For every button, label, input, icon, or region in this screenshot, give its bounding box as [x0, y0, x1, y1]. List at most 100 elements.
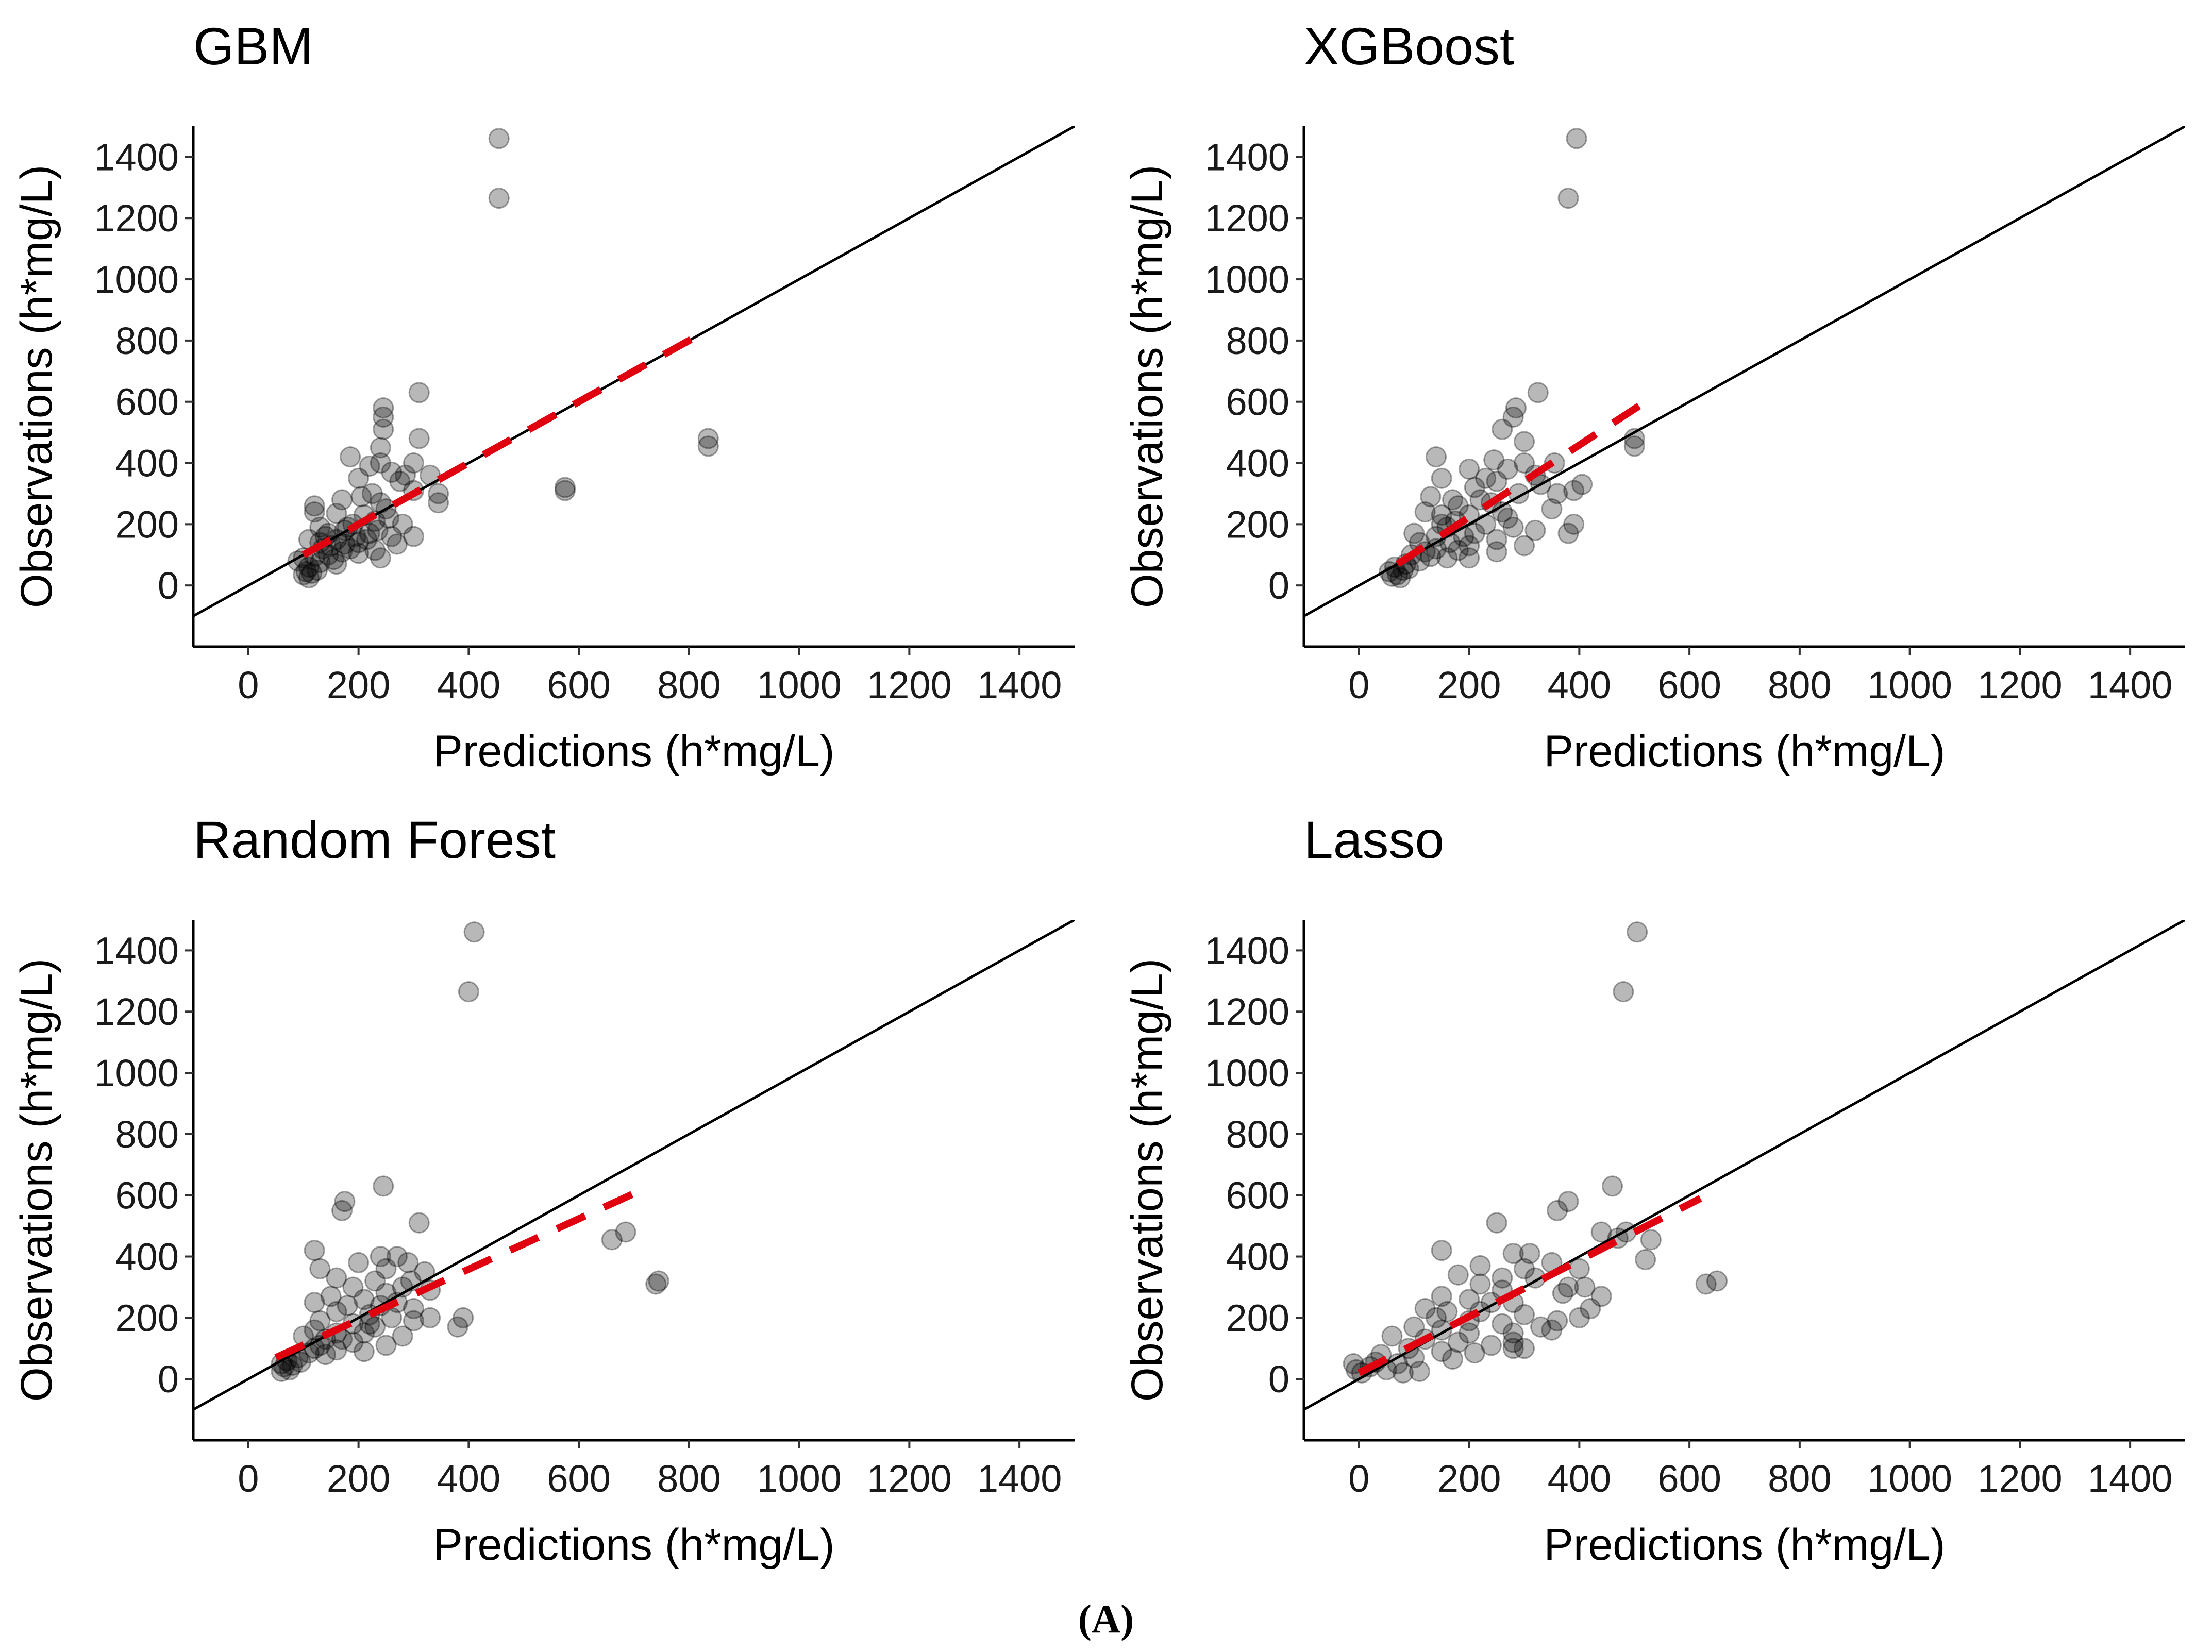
data-point [359, 455, 380, 477]
y-tick-label: 0 [1268, 1358, 1289, 1401]
data-point [1492, 1313, 1513, 1335]
data-point [1392, 1362, 1414, 1384]
data-point [1502, 1243, 1524, 1265]
data-point [428, 483, 449, 504]
chart-title: Random Forest [193, 811, 556, 869]
y-tick-label: 1000 [1204, 258, 1289, 301]
data-point [1420, 486, 1442, 508]
data-point [1566, 128, 1587, 149]
x-axis-label: Predictions (h*mg/L) [1544, 1520, 1945, 1570]
data-point [554, 477, 576, 498]
y-axis-label: Observations (h*mg/L) [12, 165, 61, 608]
data-point [290, 1352, 311, 1373]
data-point [386, 533, 408, 555]
y-tick-label: 0 [158, 564, 179, 607]
data-point [1459, 535, 1480, 557]
plot-marks [193, 126, 1075, 617]
chart-title: GBM [193, 17, 313, 76]
y-tick-label: 400 [1226, 442, 1289, 485]
data-point [394, 464, 416, 486]
data-point [326, 503, 347, 525]
data-point [1590, 1286, 1612, 1307]
y-tick-label: 1000 [94, 258, 179, 301]
data-point [373, 397, 394, 419]
data-point [1571, 474, 1593, 495]
data-point [1514, 535, 1535, 557]
data-point [1447, 1264, 1469, 1286]
y-tick-label: 600 [1226, 381, 1289, 424]
data-point [1486, 541, 1507, 563]
x-tick-label: 1000 [1867, 664, 1952, 706]
data-point [1590, 1221, 1612, 1243]
data-point [1635, 1249, 1656, 1270]
x-tick-label: 0 [1348, 1457, 1369, 1500]
data-point [697, 428, 719, 449]
x-tick-label: 1400 [2088, 1457, 2173, 1500]
data-point [1627, 921, 1648, 943]
x-tick-label: 200 [327, 664, 390, 706]
data-point [403, 1298, 424, 1320]
x-tick-label: 1400 [977, 664, 1062, 706]
data-point [1389, 567, 1411, 588]
data-point [403, 526, 424, 547]
data-point [309, 1258, 331, 1279]
x-tick-label: 0 [1348, 664, 1369, 706]
data-point [293, 564, 314, 585]
data-point [348, 532, 370, 553]
data-point [279, 1359, 300, 1380]
data-point [1447, 1331, 1469, 1353]
data-point [1623, 435, 1645, 457]
data-point [309, 1310, 331, 1331]
x-tick-label: 600 [547, 1457, 610, 1500]
data-point [1580, 1298, 1601, 1320]
y-tick-label: 400 [1226, 1236, 1289, 1278]
x-tick-label: 800 [657, 664, 720, 706]
identity-line [1304, 126, 2185, 617]
data-point [348, 1252, 370, 1273]
y-tick-label: 400 [115, 1236, 179, 1278]
data-point [397, 1252, 419, 1273]
data-point [1563, 513, 1585, 535]
x-tick-label: 800 [1768, 1457, 1831, 1500]
data-point [1547, 1310, 1568, 1331]
data-point [1459, 458, 1480, 480]
data-point [1447, 495, 1469, 517]
data-point [1502, 1322, 1524, 1344]
y-tick-label: 800 [115, 1113, 179, 1156]
data-point [315, 1344, 336, 1366]
y-tick-label: 1200 [94, 197, 179, 240]
y-tick-label: 1400 [1204, 929, 1289, 972]
data-point [1436, 1301, 1458, 1322]
data-point [1381, 1325, 1403, 1347]
y-tick-label: 200 [1226, 503, 1289, 546]
y-tick-label: 1400 [94, 136, 179, 178]
data-point [1431, 1240, 1452, 1261]
data-point [359, 522, 380, 544]
x-tick-label: 400 [437, 664, 500, 706]
fit-line [1357, 1195, 1702, 1376]
data-point [1403, 522, 1425, 544]
data-point [1574, 1276, 1596, 1298]
data-point [1497, 507, 1518, 529]
data-point [361, 483, 383, 504]
data-point [1431, 467, 1452, 489]
data-point [428, 492, 449, 514]
x-tick-label: 1000 [1867, 1457, 1952, 1500]
identity-line [1304, 920, 2185, 1411]
y-tick-label: 0 [1268, 564, 1289, 607]
data-point [1464, 1342, 1485, 1364]
data-point [1464, 522, 1485, 544]
data-point [331, 1200, 353, 1221]
data-point [1557, 1276, 1579, 1298]
data-point [1464, 477, 1485, 498]
data-point [1480, 1335, 1502, 1356]
y-tick-label: 400 [115, 442, 179, 485]
data-point [1557, 1191, 1579, 1212]
data-point [323, 549, 345, 570]
y-tick-label: 800 [1226, 319, 1289, 362]
data-point [1431, 504, 1452, 526]
data-point [1459, 547, 1480, 569]
data-point [1343, 1353, 1364, 1374]
data-point [373, 406, 394, 428]
data-point [320, 1286, 342, 1307]
